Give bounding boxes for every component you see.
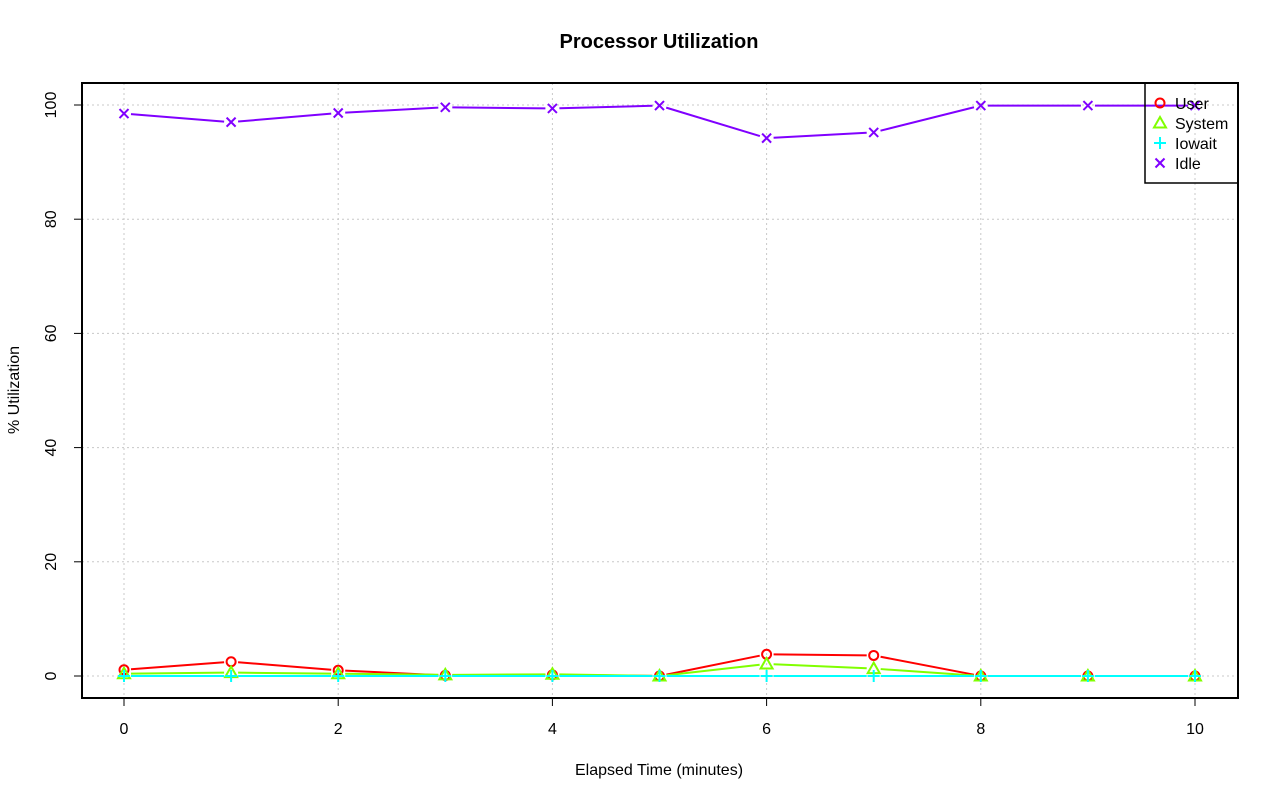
series-idle-point (1082, 100, 1094, 111)
series-system-segment (345, 672, 439, 676)
series-idle-segment (237, 112, 332, 123)
series-idle-point (761, 132, 772, 144)
legend: User System Iowait Idle (1144, 82, 1239, 184)
series-idle-point (1189, 100, 1201, 111)
legend-label-system: System (1175, 116, 1228, 133)
series-iowait (118, 670, 1201, 682)
y-tick-label: 0 (43, 671, 60, 680)
series-user-segment (880, 655, 975, 676)
x-tick-label: 2 (334, 721, 343, 738)
x-axis-label: Elapsed Time (minutes) (575, 762, 743, 779)
x-tick-label: 10 (1186, 721, 1204, 738)
series-idle (118, 100, 1201, 144)
series-system-point (758, 655, 775, 670)
series-system-segment (666, 663, 760, 677)
legend-marker-user (1154, 97, 1166, 109)
series-idle-point (118, 108, 130, 119)
legend-marker-system (1152, 114, 1168, 129)
x-tick-label: 4 (548, 721, 557, 738)
plot-frame (81, 82, 1239, 699)
y-tick-label: 40 (43, 439, 60, 457)
x-tick-label: 0 (120, 721, 129, 738)
series-idle-segment (665, 106, 761, 138)
series-user-segment (773, 653, 867, 657)
series-iowait-point (760, 670, 773, 682)
series-idle-segment (880, 106, 975, 132)
series-user-segment (130, 661, 225, 671)
series-user-point (868, 649, 880, 661)
series-iowait-point (118, 670, 130, 682)
series-idle-point (225, 116, 237, 128)
series-idle-segment (559, 104, 653, 110)
x-tick-label: 8 (976, 721, 985, 738)
legend-label-iowait: Iowait (1175, 136, 1217, 153)
series-iowait-point (546, 670, 559, 682)
series-iowait-point (653, 670, 666, 682)
series-iowait-point (867, 670, 880, 682)
legend-marker-iowait (1154, 137, 1166, 149)
series-idle-point (332, 107, 344, 119)
grid-lines (82, 83, 1238, 698)
series-iowait-point (974, 670, 987, 682)
legend-label-idle: Idle (1175, 156, 1201, 173)
y-axis-label: % Utilization (6, 346, 23, 434)
series-system-segment (238, 671, 332, 675)
series-iowait-point (439, 670, 452, 682)
y-tick-label: 60 (43, 324, 60, 342)
legend-box (1144, 82, 1239, 184)
series-user-segment (237, 661, 332, 671)
series-iowait-point (225, 670, 238, 682)
series-iowait-point (1081, 670, 1094, 682)
series-idle-segment (345, 106, 439, 114)
series-user-segment (666, 654, 760, 676)
series-idle-point (654, 100, 665, 111)
series-iowait-point (1189, 670, 1201, 682)
series-idle-segment (452, 106, 546, 110)
series-system-segment (130, 671, 225, 675)
series-idle-point (440, 102, 451, 113)
series-idle-point (868, 127, 879, 138)
chart-title: Processor Utilization (560, 31, 759, 53)
y-tick-label: 20 (43, 553, 60, 571)
legend-label-user: User (1175, 96, 1209, 113)
series-idle-point (975, 100, 987, 111)
series-idle-segment (773, 131, 867, 139)
series-iowait-point (332, 670, 345, 682)
y-tick-label: 80 (43, 210, 60, 228)
x-tick-label: 6 (762, 721, 771, 738)
series-idle-point (547, 103, 558, 114)
series-idle-segment (130, 113, 225, 123)
series-system-segment (773, 663, 867, 670)
series-system-segment (880, 668, 974, 677)
y-tick-label: 100 (43, 92, 60, 119)
legend-marker-idle (1154, 157, 1166, 169)
series-lines (116, 100, 1203, 682)
